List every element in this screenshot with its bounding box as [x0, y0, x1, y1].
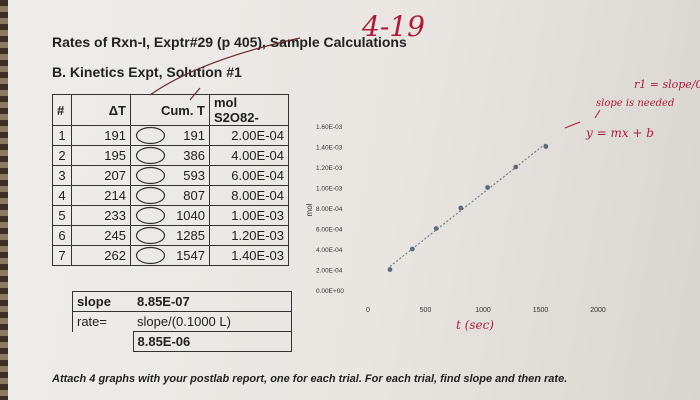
table-row: 6 245 1285 1.20E-03	[52, 225, 289, 246]
rate-value-row: 8.85E-06	[73, 331, 292, 352]
y-tick-label: 6.00E-04	[316, 227, 343, 234]
trendline-segment	[389, 143, 547, 267]
table-row: 1 191 191 2.00E-04	[52, 125, 289, 146]
y-tick-label: 2.00E-04	[316, 268, 343, 275]
rate-value: 8.85E-06	[132, 331, 292, 352]
x-tick-label: 1000	[475, 307, 491, 314]
data-point	[485, 185, 490, 190]
handwritten-circle	[135, 206, 166, 225]
cell-delta-t: 262	[71, 245, 131, 266]
trendline	[389, 143, 547, 267]
cell-mol: 1.40E-03	[209, 245, 289, 266]
notebook-spiral	[0, 0, 8, 400]
handwritten-circle	[135, 226, 166, 245]
table-header-row: # ΔT Cum. T mol S2O82-	[52, 94, 289, 126]
cumulative-time-circles	[135, 126, 166, 265]
x-axis-ticks: 0 500 1000 1500 2000	[366, 307, 606, 314]
y-tick-label: 1.00E-03	[316, 186, 343, 193]
y-axis-ticks: 0.00E+00 2.00E-04 4.00E-04 6.00E-04 8.00E-04…	[316, 124, 344, 295]
page-footer-instructions: Attach 4 graphs with your postlab report…	[52, 373, 568, 385]
cell-mol: 2.00E-04	[209, 125, 289, 146]
data-point	[409, 246, 415, 252]
y-axis-label: mol	[305, 203, 314, 216]
page-subtitle: B. Kinetics Expt, Solution #1	[52, 64, 242, 80]
y-tick-label: 4.00E-04	[316, 247, 343, 254]
rate-formula: slope/(0.1000 L)	[133, 311, 292, 332]
y-tick-label: 1.60E-03	[316, 124, 343, 131]
rate-row: rate= slope/(0.1000 L)	[72, 311, 292, 332]
col-header-mol: mol S2O82-	[209, 94, 289, 126]
x-tick-label: 1500	[533, 307, 549, 314]
y-tick-label: 0.00E+00	[316, 288, 344, 295]
y-tick-label: 1.20E-03	[316, 165, 343, 172]
kinetics-data-table: # ΔT Cum. T mol S2O82- 1 191 191 2.00E-04 2 1…	[52, 94, 289, 266]
handwritten-circle	[135, 166, 166, 185]
x-tick-label: 500	[420, 307, 432, 314]
data-points	[387, 144, 549, 272]
handwritten-circle	[135, 126, 166, 145]
cell-mol: 6.00E-04	[209, 165, 289, 186]
data-point	[458, 205, 464, 211]
cell-mol: 1.20E-03	[209, 225, 289, 246]
table-row: 5 233 1040 1.00E-03	[52, 205, 289, 226]
y-tick-label: 1.40E-03	[316, 145, 343, 152]
handwritten-x-axis-note: t (sec)	[456, 318, 494, 332]
slope-label: slope	[72, 291, 133, 312]
cell-cumulative-t: 1547	[130, 245, 210, 266]
handwritten-slope-note: slope is needed	[596, 98, 675, 109]
handwritten-circle	[135, 186, 166, 205]
handwritten-rate-note: r1 = slope/0.1L	[634, 78, 700, 91]
slope-row: slope 8.85E-07	[72, 291, 292, 312]
data-point	[513, 164, 519, 170]
data-point	[433, 226, 439, 231]
handwritten-line-equation: y = mx + b	[586, 126, 654, 140]
data-point	[543, 144, 549, 149]
handwritten-title-note: 4-19	[362, 10, 425, 43]
handwritten-circle	[135, 246, 166, 265]
results-box: slope 8.85E-07 rate= slope/(0.1000 L) 8.…	[72, 291, 292, 352]
rate-label: rate=	[72, 311, 133, 332]
x-tick-label: 2000	[590, 307, 606, 314]
y-tick-label: 8.00E-04	[316, 206, 343, 213]
cell-delta-t: 214	[71, 185, 131, 206]
x-tick-label: 0	[366, 307, 370, 314]
data-point	[387, 267, 393, 272]
table-row: 7 262 1547 1.40E-03	[52, 245, 289, 266]
handwritten-circle	[135, 146, 166, 165]
handwritten-annotations	[135, 37, 601, 265]
page-title: Rates of Rxn-I, Exptr#29 (p 405), Sample…	[52, 34, 407, 50]
